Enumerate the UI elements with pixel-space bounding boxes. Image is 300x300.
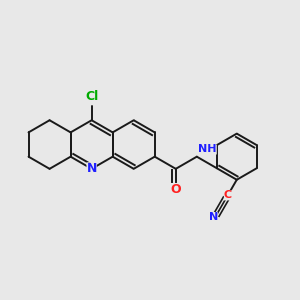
Text: Cl: Cl xyxy=(85,90,98,103)
Text: O: O xyxy=(170,183,181,196)
Text: N: N xyxy=(208,212,218,222)
Text: C: C xyxy=(224,190,232,200)
Text: NH: NH xyxy=(198,145,217,154)
Text: N: N xyxy=(86,162,97,175)
